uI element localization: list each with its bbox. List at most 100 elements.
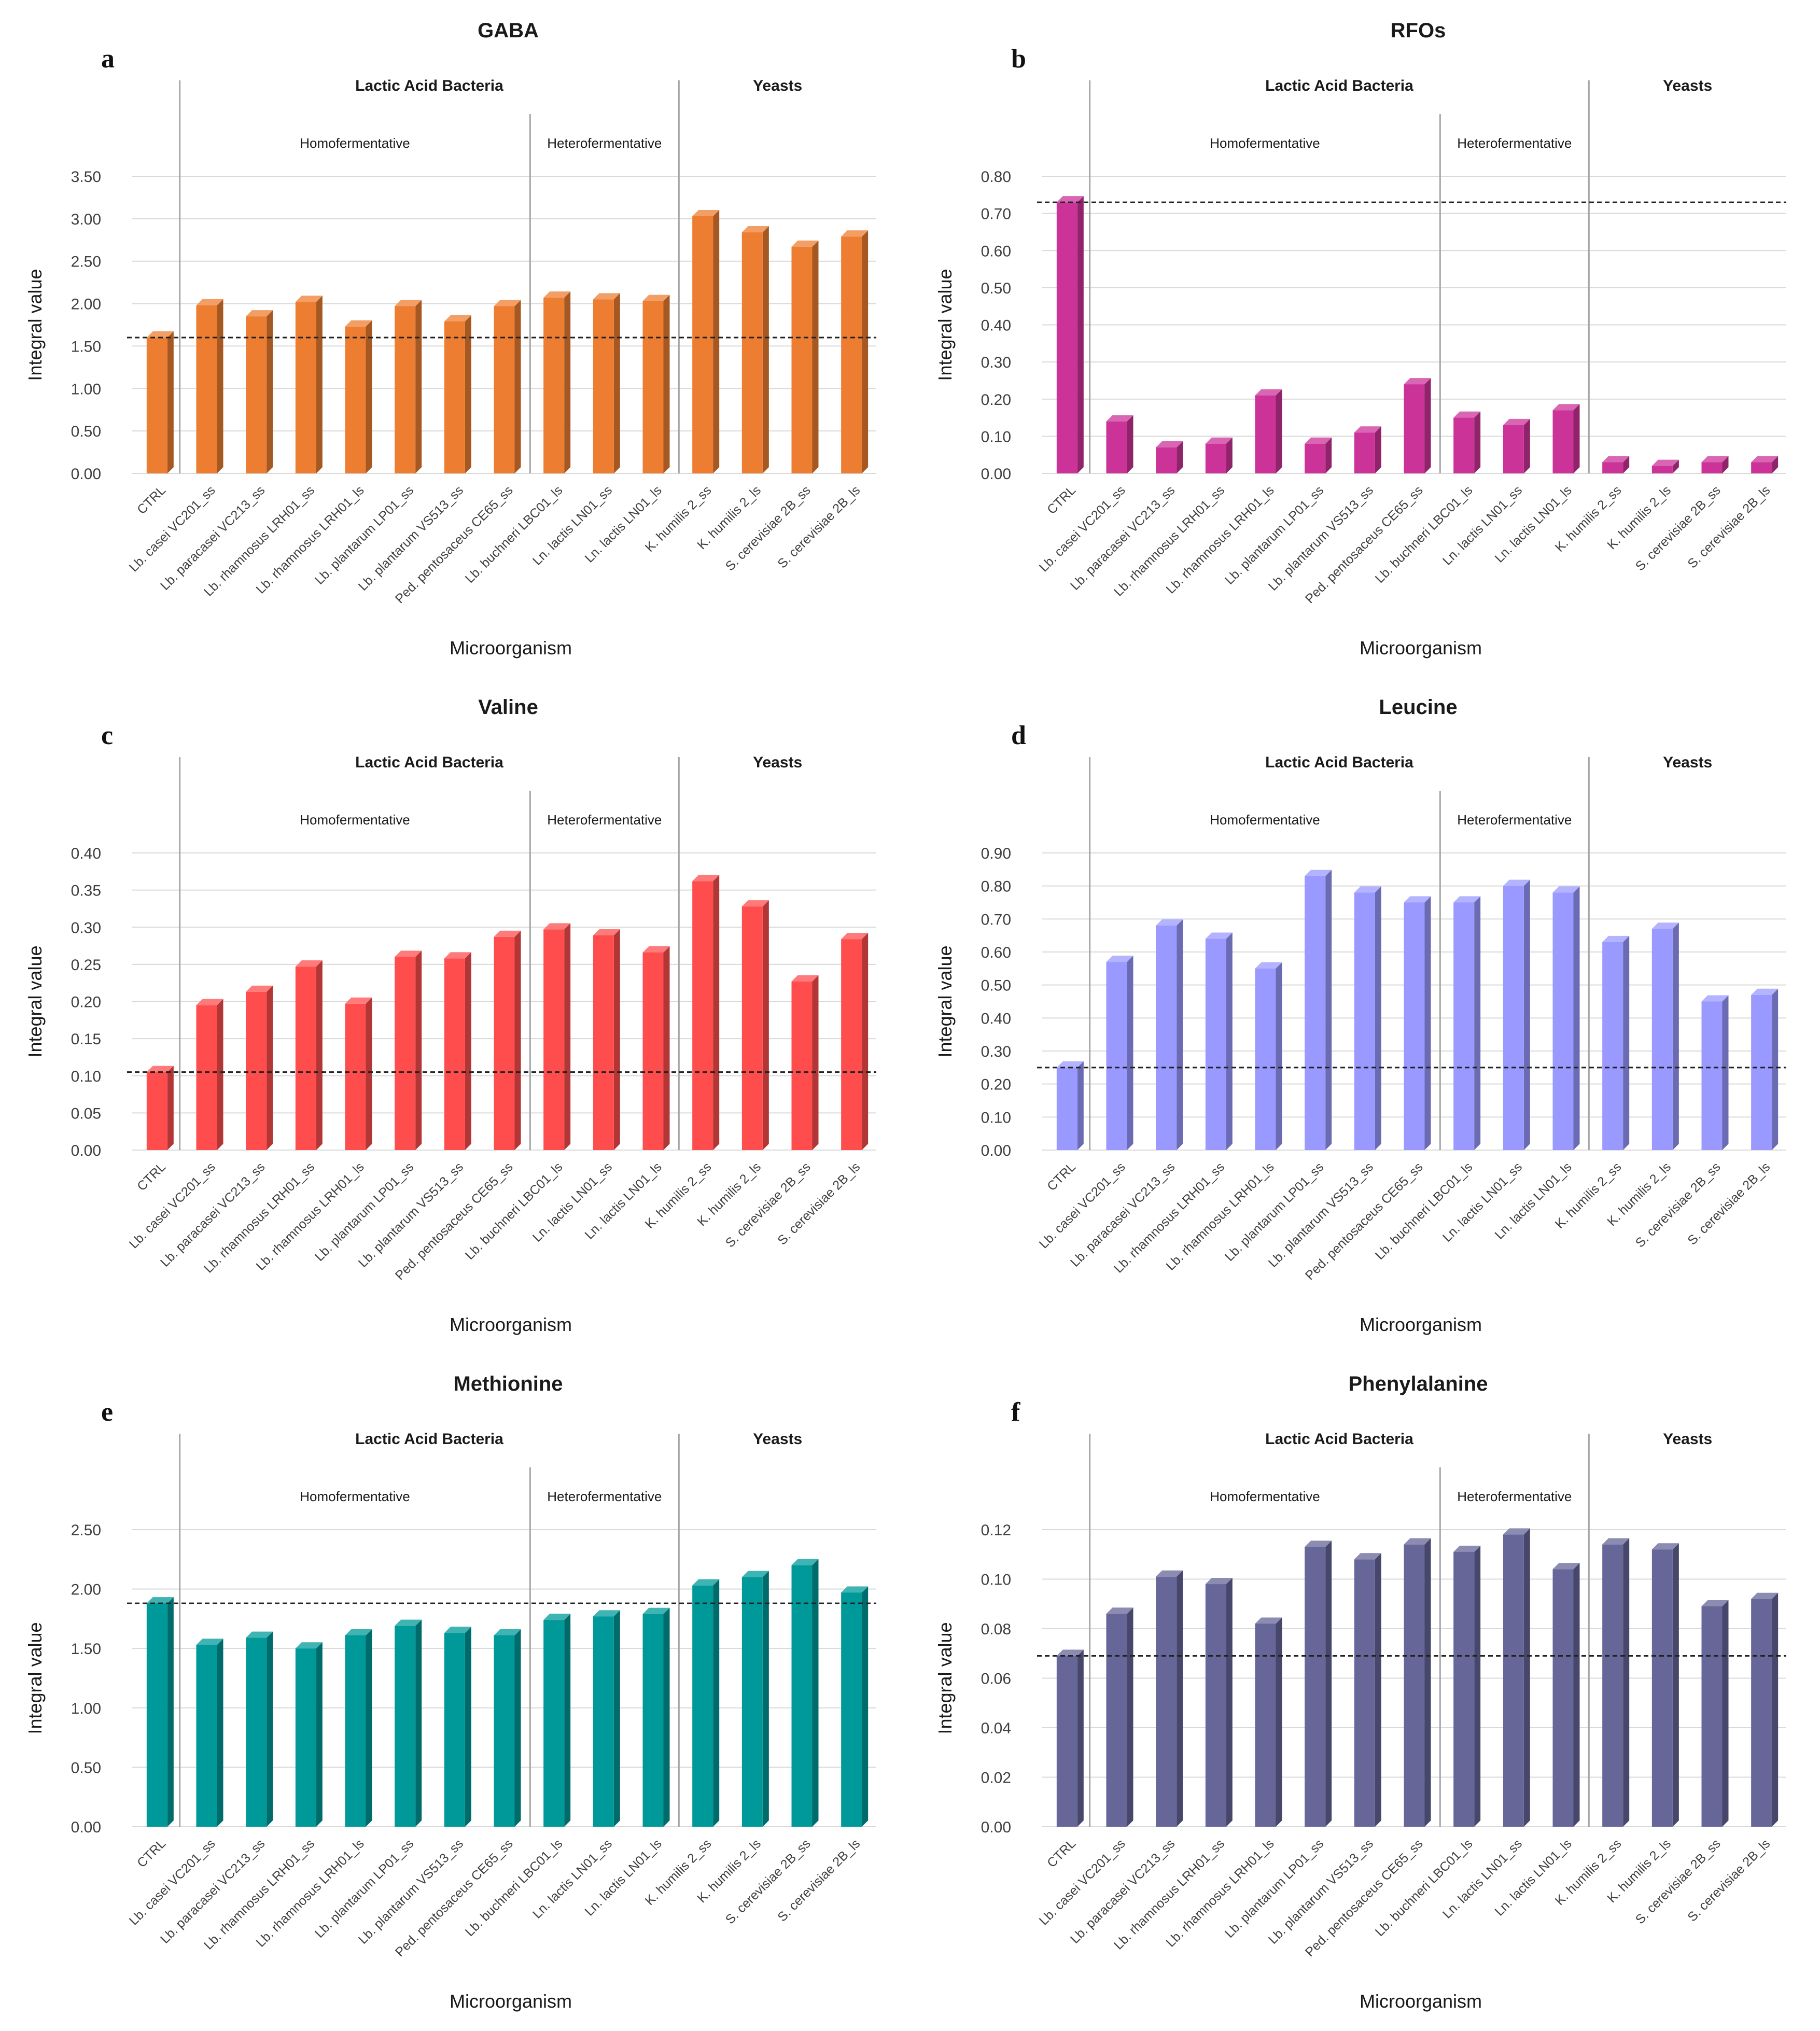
- x-tick-label: Lb. plantarum LP01_ss: [312, 1159, 417, 1264]
- bar: [543, 1614, 571, 1827]
- x-tick-label: S. cerevisiae 2B_ss: [723, 483, 814, 573]
- x-tick-label: Lb. buchneri LBC01_ls: [1373, 483, 1476, 586]
- y-tick-label: 0.10: [71, 1068, 101, 1085]
- bar: [1701, 456, 1729, 473]
- y-tick-label: 0.10: [981, 428, 1011, 445]
- x-tick-label: Lb. buchneri LBC01_ls: [463, 483, 566, 586]
- x-tick-label: Lb. casei VC201_ss: [127, 483, 218, 575]
- y-tick-label: 0.20: [71, 994, 101, 1011]
- bar: [494, 930, 521, 1150]
- x-tick-label: CTRL: [134, 483, 169, 517]
- bar: [196, 299, 223, 473]
- x-axis-label: Microorganism: [1360, 1991, 1482, 2012]
- bar: [1106, 956, 1133, 1150]
- y-tick-label: 0.04: [981, 1720, 1011, 1737]
- chart-title: Methionine: [453, 1372, 563, 1395]
- x-tick-label: Lb. casei VC201_ss: [127, 1159, 218, 1251]
- y-tick-label: 2.00: [71, 296, 101, 313]
- x-tick-label: Lb. buchneri LBC01_ls: [463, 1159, 566, 1263]
- y-tick-label: 0.40: [71, 845, 101, 862]
- bar: [1552, 1563, 1580, 1827]
- bar: [1106, 1607, 1133, 1827]
- bar: [692, 209, 720, 473]
- chart-svg: Phenylalanine f 0.00 0.02 0.04 0.06 0.08 0.10 0.…: [934, 1372, 1786, 2012]
- y-tick-label: 0.15: [71, 1031, 101, 1048]
- x-tick-label: S. cerevisiae 2B_ss: [723, 1836, 814, 1927]
- bar: [1156, 441, 1183, 473]
- x-tick-label: S. cerevisiae 2B_ls: [1685, 1159, 1773, 1248]
- bar: [791, 975, 819, 1150]
- bar: [1255, 389, 1282, 473]
- bar: [1503, 418, 1530, 473]
- y-tick-label: 0.60: [981, 243, 1011, 260]
- bar: [196, 999, 223, 1150]
- y-tick-label: 2.50: [71, 254, 101, 271]
- panel-letter: c: [101, 721, 113, 750]
- bar: [1453, 1545, 1481, 1827]
- bar: [345, 1629, 372, 1827]
- x-tick-label: S. cerevisiae 2B_ls: [775, 1836, 863, 1924]
- x-tick-label: Lb. paracasei VC213_ss: [158, 1159, 268, 1269]
- y-tick-label: 0.00: [981, 1142, 1011, 1159]
- x-axis-label: Microorganism: [450, 1991, 572, 2012]
- bar: [1552, 886, 1580, 1150]
- x-tick-label: Lb. casei VC201_ss: [1037, 1836, 1128, 1928]
- x-tick-label: Lb. paracasei VC213_ss: [158, 483, 268, 593]
- bar: [593, 1610, 620, 1827]
- chart-panel-c: Valine c 0.00 0.05 0.10 0.15 0.20 0.25 0.30 0.35 0…: [0, 677, 910, 1353]
- y-tick-label: 0.30: [981, 1043, 1011, 1060]
- y-tick-label: 1.50: [71, 1641, 101, 1658]
- x-tick-label: Lb. paracasei VC213_ss: [1068, 1159, 1178, 1269]
- group-label-homo: Homofermentative: [300, 1489, 410, 1504]
- bar: [642, 1607, 670, 1827]
- bar: [741, 1571, 769, 1827]
- y-axis-label: Integral value: [934, 945, 956, 1057]
- x-tick-label: Lb. casei VC201_ss: [1037, 483, 1128, 575]
- group-label-yeasts: Yeasts: [753, 754, 802, 771]
- x-tick-label: S. cerevisiae 2B_ls: [775, 1159, 863, 1248]
- bar: [1503, 879, 1530, 1150]
- bar: [146, 1597, 174, 1827]
- bar: [1701, 995, 1729, 1150]
- group-label-lab: Lactic Acid Bacteria: [355, 754, 503, 771]
- bar: [444, 952, 471, 1150]
- x-tick-label: Lb. plantarum LP01_ss: [1222, 483, 1327, 587]
- group-label-hetero: Heterofermentative: [1457, 135, 1572, 151]
- y-tick-label: 0.06: [981, 1671, 1011, 1688]
- x-tick-label: Lb. casei VC201_ss: [127, 1836, 218, 1928]
- y-tick-label: 0.40: [981, 317, 1011, 334]
- x-tick-label: Lb. paracasei VC213_ss: [158, 1836, 268, 1946]
- bar: [196, 1638, 223, 1827]
- y-tick-label: 0.50: [981, 977, 1011, 995]
- bar: [146, 331, 174, 473]
- x-tick-label: S. cerevisiae 2B_ls: [1685, 1836, 1773, 1924]
- bar: [1751, 456, 1779, 473]
- bar: [791, 1559, 819, 1827]
- x-tick-label: S. cerevisiae 2B_ss: [1633, 1836, 1724, 1927]
- bar: [1602, 935, 1630, 1150]
- x-tick-label: Lb. paracasei VC213_ss: [1068, 1836, 1178, 1946]
- group-label-homo: Homofermentative: [300, 135, 410, 151]
- chart-panel-f: Phenylalanine f 0.00 0.02 0.04 0.06 0.08 0.10 0.…: [910, 1353, 1820, 2030]
- bar: [1751, 988, 1779, 1150]
- bar: [1205, 1578, 1233, 1827]
- y-tick-label: 2.50: [71, 1522, 101, 1539]
- group-label-hetero: Heterofermentative: [1457, 1489, 1572, 1504]
- x-axis-label: Microorganism: [1360, 1314, 1482, 1335]
- y-tick-label: 0.00: [981, 466, 1011, 483]
- bar: [1305, 870, 1332, 1150]
- y-tick-label: 0.02: [981, 1770, 1011, 1787]
- x-tick-label: S. cerevisiae 2B_ls: [1685, 483, 1773, 571]
- x-axis-label: Microorganism: [1360, 637, 1482, 659]
- bar: [543, 923, 571, 1150]
- group-label-homo: Homofermentative: [1210, 812, 1320, 828]
- x-tick-label: S. cerevisiae 2B_ss: [723, 1159, 814, 1250]
- bar: [1751, 1592, 1779, 1827]
- bar: [1255, 1617, 1282, 1827]
- y-tick-label: 0.00: [71, 1142, 101, 1159]
- bar: [1651, 459, 1679, 473]
- bar: [1602, 456, 1630, 473]
- y-tick-label: 0.05: [71, 1105, 101, 1122]
- x-tick-label: Lb. paracasei VC213_ss: [1068, 483, 1178, 593]
